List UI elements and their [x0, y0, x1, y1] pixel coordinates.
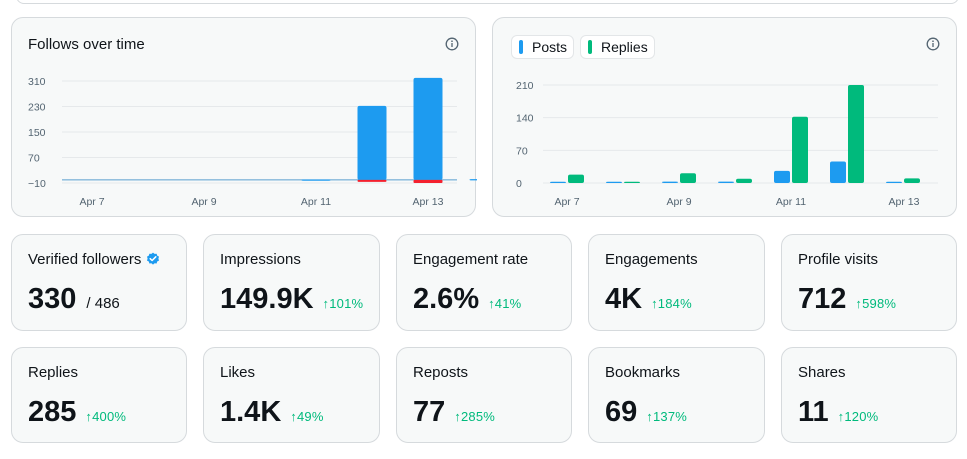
- activity-chart-card: Posts Replies 210 140 70 0 Apr 7 Apr 9 Apr 11 A…: [492, 17, 957, 217]
- posts-bar: [886, 181, 902, 183]
- stat-label: Shares: [798, 364, 846, 381]
- posts-bar: [718, 181, 734, 183]
- stat-card-impressions[interactable]: Impressions 149.9K ↑101%: [203, 234, 380, 331]
- previous-card-edge: [16, 0, 959, 4]
- follows-chart-card: Follows over time 310 230 150 70 −10 Apr 7 Apr…: [11, 17, 477, 217]
- stat-value: 11 ↑120%: [798, 396, 879, 428]
- info-icon[interactable]: [926, 37, 940, 51]
- follows-chart-title: Follows over time: [28, 36, 145, 53]
- follows-bar: [469, 179, 477, 181]
- stat-card-shares[interactable]: Shares 11 ↑120%: [781, 347, 957, 443]
- legend-replies[interactable]: Replies: [580, 35, 655, 59]
- stat-card-engagements[interactable]: Engagements 4K ↑184%: [588, 234, 765, 331]
- posts-bar: [550, 181, 566, 183]
- stat-value: 285 ↑400%: [28, 396, 127, 428]
- stat-change: ↑41%: [488, 296, 522, 311]
- stat-value: 4K ↑184%: [605, 283, 692, 315]
- replies-bar: [792, 116, 808, 183]
- stat-label: Bookmarks: [605, 364, 681, 381]
- stat-label: Engagements: [605, 251, 698, 268]
- stat-change: ↑285%: [454, 409, 496, 424]
- stat-card-likes[interactable]: Likes 1.4K ↑49%: [203, 347, 380, 443]
- y-tick-label: −10: [28, 178, 46, 190]
- stat-card-reposts[interactable]: Reposts 77 ↑285%: [396, 347, 572, 443]
- y-tick-label: 0: [516, 178, 522, 190]
- stat-label: Engagement rate: [413, 251, 529, 268]
- x-tick-label: Apr 7: [554, 196, 579, 208]
- x-tick-label: Apr 11: [301, 196, 331, 208]
- stat-change: ↑400%: [85, 409, 127, 424]
- follows-bar: [301, 179, 331, 181]
- posts-swatch: [519, 40, 523, 54]
- y-tick-label: 230: [28, 102, 46, 114]
- stat-label: Profile visits: [798, 251, 879, 268]
- stat-value: 2.6% ↑41%: [413, 283, 522, 315]
- replies-bar: [904, 178, 920, 183]
- stat-label: Verified followers: [28, 251, 160, 268]
- unfollows-bar: [413, 179, 443, 183]
- stat-value: 77 ↑285%: [413, 396, 496, 428]
- stat-card-replies[interactable]: Replies 285 ↑400%: [11, 347, 187, 443]
- replies-bar: [680, 173, 696, 183]
- info-icon[interactable]: [445, 37, 459, 51]
- y-tick-label: 310: [28, 76, 46, 88]
- stat-change: ↑49%: [290, 409, 324, 424]
- x-tick-label: Apr 11: [776, 196, 806, 208]
- stat-card-verified-followers[interactable]: Verified followers 330/ 486: [11, 234, 187, 331]
- legend-posts[interactable]: Posts: [511, 35, 575, 59]
- replies-bar: [624, 181, 640, 183]
- stat-change: ↑137%: [646, 409, 688, 424]
- stat-change: ↑120%: [837, 409, 879, 424]
- stat-value: 1.4K ↑49%: [220, 396, 324, 428]
- stat-change: ↑598%: [855, 296, 897, 311]
- posts-bar: [662, 181, 678, 183]
- stat-card-engagement-rate[interactable]: Engagement rate 2.6% ↑41%: [396, 234, 572, 331]
- stat-total: / 486: [86, 295, 120, 312]
- x-tick-label: Apr 9: [191, 196, 216, 208]
- stat-label: Replies: [28, 364, 79, 381]
- stat-value: 330/ 486: [28, 283, 120, 315]
- x-tick-label: Apr 9: [666, 196, 691, 208]
- follows-bar-chart: 310 230 150 70 −10 Apr 7 Apr 9 Apr 11 Apr 13: [28, 76, 477, 208]
- follows-bar: [357, 105, 387, 180]
- x-tick-label: Apr 7: [79, 196, 104, 208]
- verified-badge-icon: [147, 252, 160, 265]
- y-tick-label: 210: [516, 80, 534, 92]
- posts-bar: [774, 170, 790, 183]
- replies-bar: [848, 85, 864, 183]
- follows-bar: [413, 77, 443, 180]
- unfollows-bar: [357, 179, 387, 182]
- posts-bar: [830, 161, 846, 183]
- replies-bar: [568, 174, 584, 183]
- x-tick-label: Apr 13: [889, 196, 920, 208]
- stat-value: 149.9K ↑101%: [220, 283, 364, 315]
- stat-card-bookmarks[interactable]: Bookmarks 69 ↑137%: [588, 347, 765, 443]
- stat-card-profile-visits[interactable]: Profile visits 712 ↑598%: [781, 234, 957, 331]
- y-tick-label: 140: [516, 113, 534, 125]
- x-tick-label: Apr 13: [413, 196, 444, 208]
- stat-value: 712 ↑598%: [798, 283, 897, 315]
- stat-change: ↑184%: [651, 296, 692, 311]
- stat-value: 69 ↑137%: [605, 396, 688, 428]
- stat-label: Impressions: [220, 251, 301, 268]
- replies-swatch: [588, 40, 592, 54]
- activity-bar-chart: 210 140 70 0 Apr 7 Apr 9 Apr 11 Apr 13: [516, 80, 938, 208]
- y-tick-label: 150: [28, 127, 46, 139]
- y-tick-label: 70: [516, 145, 528, 157]
- posts-bar: [606, 181, 622, 183]
- stat-label: Likes: [220, 364, 256, 381]
- legend-posts-label: Posts: [532, 39, 568, 55]
- stat-change: ↑101%: [322, 296, 364, 311]
- legend-replies-label: Replies: [601, 39, 648, 55]
- y-tick-label: 70: [28, 153, 40, 165]
- replies-bar: [736, 178, 752, 183]
- stat-label: Reposts: [413, 364, 469, 381]
